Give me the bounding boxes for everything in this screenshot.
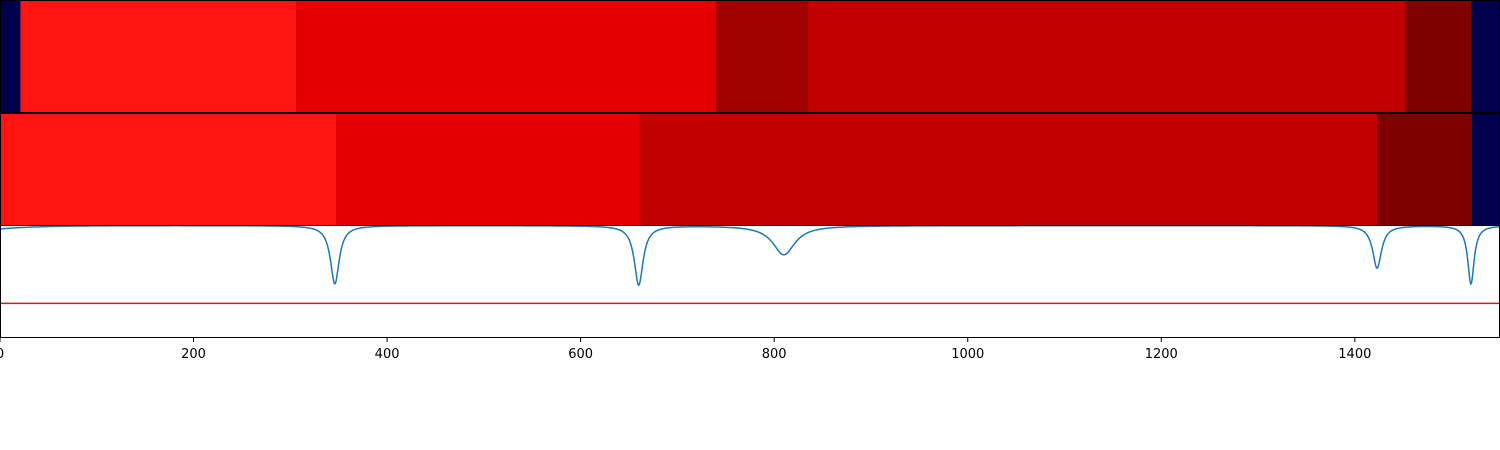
- band-1-segment-0: [0, 113, 336, 225]
- x-tick-label: 1000: [951, 347, 984, 362]
- band-0-segment-5: [1405, 0, 1471, 112]
- band-0-segment-6: [1470, 0, 1500, 112]
- x-tick-label: 1400: [1338, 347, 1371, 362]
- band-1-segment-3: [1377, 113, 1472, 225]
- band-1-segment-4: [1471, 113, 1500, 225]
- line-plot-panel: [0, 224, 1500, 305]
- band-0-segment-1: [20, 0, 297, 112]
- x-tick-label: 800: [762, 347, 787, 362]
- x-tick-label: 200: [181, 347, 206, 362]
- band-0-segment-2: [296, 0, 717, 112]
- x-axis: 0 200 400 600 800 1000 1200 1400: [0, 337, 1371, 362]
- x-tick-label: 600: [568, 347, 593, 362]
- data-line: [0, 224, 1500, 287]
- band-0-segment-4: [808, 0, 1406, 112]
- band-0-segment-0: [0, 0, 21, 112]
- x-tick-label: 400: [375, 347, 400, 362]
- x-tick-label: 1200: [1145, 347, 1178, 362]
- segment-band-top: [0, 0, 1500, 112]
- band-1-segment-1: [335, 113, 640, 225]
- segment-band-middle: [0, 113, 1500, 225]
- x-tick-label: 0: [0, 347, 4, 362]
- panel-frame-2: [0, 225, 1500, 338]
- band-1-segment-2: [639, 113, 1378, 225]
- band-0-segment-3: [716, 0, 809, 112]
